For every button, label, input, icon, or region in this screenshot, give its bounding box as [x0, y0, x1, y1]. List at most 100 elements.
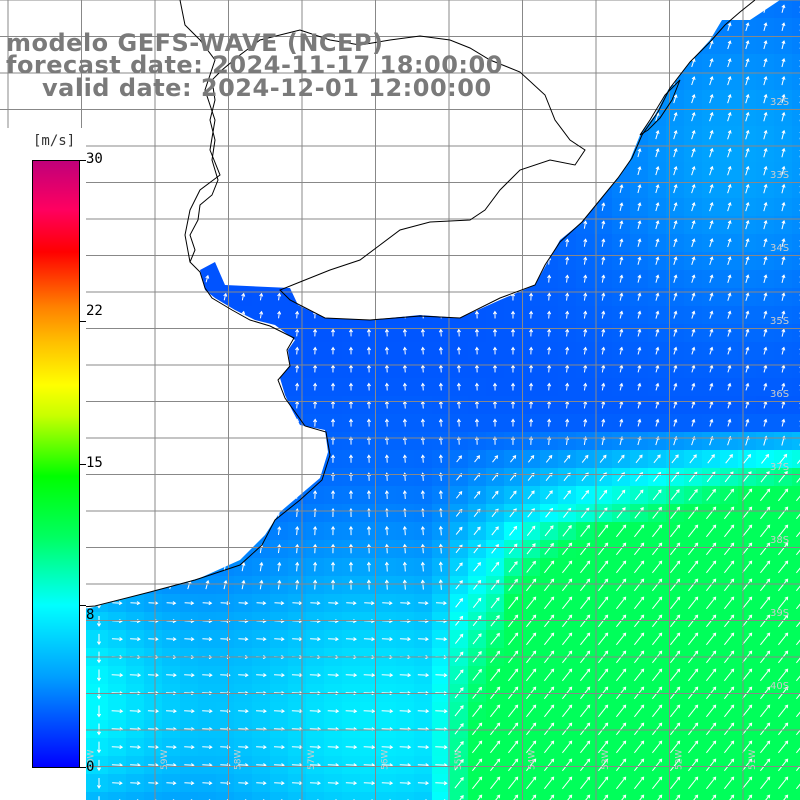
wind-arrow [115, 167, 119, 175]
wind-arrow [404, 185, 406, 193]
wind-arrow-head [420, 202, 425, 207]
wind-arrow [223, 347, 227, 355]
wind-arrow-head [492, 202, 498, 207]
wind-arrow-head [474, 130, 479, 135]
wind-arrow-head [24, 81, 30, 86]
wind-cell [234, 342, 252, 360]
wind-arrow-head [169, 274, 174, 279]
wind-arrow-head [547, 166, 552, 171]
wind-arrow-head [241, 382, 246, 387]
wind-cell [108, 504, 126, 522]
wind-arrow-head [510, 184, 516, 189]
wind-arrow-head [187, 490, 192, 495]
wind-cell [180, 162, 198, 180]
wind-cell [288, 198, 306, 216]
wind-arrow-head [348, 274, 354, 279]
wind-arrow-head [277, 22, 282, 27]
wind-arrow [223, 149, 227, 157]
wind-cell [216, 108, 234, 126]
wind-arrow [133, 167, 137, 175]
wind-cell [108, 306, 126, 324]
wind-arrow-head [187, 400, 192, 405]
wind-cell [540, 0, 558, 18]
wind-arrow-head [96, 261, 102, 266]
wind-cell [504, 108, 522, 126]
wind-arrow-head [565, 112, 570, 117]
wind-arrow-head [259, 202, 264, 207]
wind-arrow-head [438, 166, 443, 171]
wind-cell [144, 378, 162, 396]
wind-arrow [601, 185, 605, 193]
wind-cell [504, 270, 522, 288]
wind-arrow-head [205, 166, 210, 171]
wind-cell [180, 414, 198, 432]
wind-arrow-head [151, 130, 156, 135]
wind-arrow-head [402, 310, 407, 315]
wind-arrow [133, 383, 137, 391]
wind-cell [144, 468, 162, 486]
wind-arrow-head [529, 238, 534, 243]
wind-cell [234, 522, 252, 540]
wind-cell [342, 270, 360, 288]
wind-arrow-head [601, 4, 606, 9]
wind-arrow-head [187, 112, 192, 117]
wind-arrow [619, 23, 623, 31]
wind-arrow-head [492, 238, 498, 243]
wind-arrow [133, 203, 137, 211]
wind-arrow-head [96, 189, 102, 194]
wind-cell [792, 180, 800, 198]
wind-cell [252, 432, 270, 450]
wind-arrow [187, 455, 191, 463]
wind-arrow [133, 5, 137, 13]
wind-cell [162, 486, 180, 504]
wind-cell [468, 288, 486, 306]
wind-cell [270, 162, 288, 180]
wind-arrow-head [583, 22, 588, 27]
wind-arrow-head [133, 418, 138, 423]
wind-arrow-head [583, 4, 588, 9]
wind-arrow [548, 95, 550, 103]
wind-cell [108, 360, 126, 378]
wind-arrow [601, 23, 605, 31]
wind-arrow-head [529, 202, 534, 207]
wind-cell [594, 0, 612, 18]
wind-cell [306, 198, 324, 216]
wind-arrow-head [366, 112, 371, 117]
wind-arrow-head [151, 274, 156, 279]
wind-cell [144, 396, 162, 414]
wind-arrow-head [601, 76, 606, 81]
wind-cell [108, 540, 126, 558]
wind-cell [630, 72, 648, 90]
wind-arrow-head [402, 202, 407, 207]
wind-arrow [169, 455, 173, 463]
wind-arrow [241, 257, 245, 265]
wind-arrow [691, 23, 695, 31]
wind-cell [792, 774, 800, 792]
wind-cell [792, 288, 800, 306]
wind-arrow-head [169, 202, 174, 207]
wind-arrow-head [330, 220, 336, 225]
wind-arrow [548, 185, 550, 193]
wind-arrow [404, 275, 406, 283]
wind-cell [0, 108, 18, 126]
wind-arrow [440, 257, 442, 265]
wind-cell [126, 144, 144, 162]
wind-cell [630, 36, 648, 54]
wind-arrow [566, 167, 568, 175]
wind-arrow-head [492, 184, 498, 189]
wind-arrow [404, 113, 406, 121]
wind-cell [378, 792, 396, 800]
wind-cell [252, 108, 270, 126]
wind-arrow-head [295, 256, 300, 261]
wind-cell [612, 54, 630, 72]
wind-cell [396, 306, 414, 324]
wind-arrow-head [169, 4, 174, 9]
wind-arrow-head [313, 454, 318, 459]
wind-arrow [133, 293, 137, 301]
wind-arrow-head [151, 418, 156, 423]
wind-arrow-head [619, 112, 624, 117]
wind-cell [504, 90, 522, 108]
wind-arrow-head [133, 310, 138, 315]
wind-arrow-head [510, 238, 516, 243]
wind-arrow-head [96, 279, 102, 284]
